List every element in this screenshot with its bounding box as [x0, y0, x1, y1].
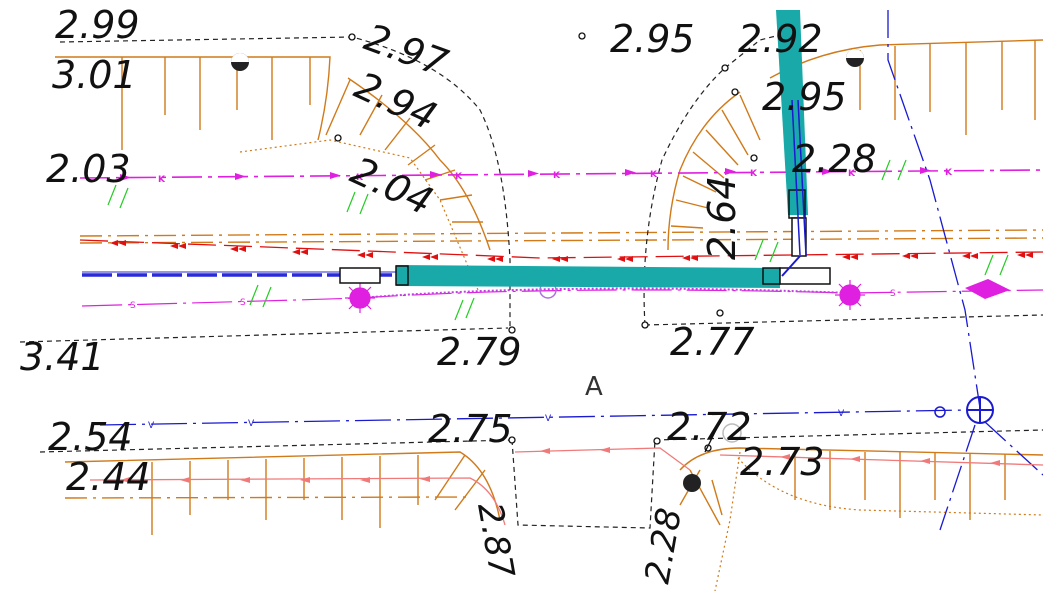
elevation-label: 2.77: [670, 320, 755, 364]
elevation-label: 2.95: [610, 17, 695, 61]
elevation-label: 2.28: [792, 137, 877, 181]
gas-marker: K: [553, 171, 561, 181]
elevation-label: 2.28: [637, 505, 690, 586]
gas-marker: K: [158, 175, 166, 185]
elevation-label: 2.04: [344, 148, 439, 224]
water-marker: V: [248, 419, 255, 429]
elevation-label: 2.03: [46, 147, 131, 191]
elevation-label: 2.95: [762, 75, 847, 119]
sewer-marker: S: [890, 289, 896, 299]
sewer-line: S S S: [81, 281, 1043, 311]
new-pipe: [339, 10, 831, 288]
manhole-right-icon: [835, 280, 865, 310]
manhole-left-icon: [345, 283, 375, 313]
elevation-label: 2.44: [66, 455, 151, 499]
elevation-label: 2.92: [738, 17, 823, 61]
gas-marker: K: [455, 172, 463, 182]
gas-marker: K: [945, 168, 953, 178]
elevation-label: 2.79: [437, 330, 522, 374]
elevation-label: 2.99: [55, 3, 140, 47]
elevation-labels: 2.99 3.01 2.97 2.95 2.92 2.94 2.95 2.03 …: [20, 3, 877, 587]
elevation-label: 3.01: [52, 53, 137, 97]
vegetation-marks: [107, 159, 1009, 321]
gas-marker: K: [750, 169, 758, 179]
sewer-marker: S: [130, 301, 136, 311]
dotted-property-lines: [239, 139, 1043, 591]
gas-marker: K: [848, 169, 856, 179]
elevation-label: 3.41: [20, 335, 105, 379]
leader-line: [704, 411, 726, 453]
gas-marker: K: [356, 173, 364, 183]
boundary-lines: [19, 29, 1043, 529]
water-line: V V V V: [99, 10, 1043, 531]
salmon-line: [89, 447, 1043, 526]
valve-diamond-icon: [965, 279, 1010, 299]
survey-points: [334, 32, 758, 452]
heating-line: [79, 239, 1043, 262]
gas-line: K K K K K K K K: [79, 167, 1043, 185]
elevation-label: 2.87: [469, 500, 522, 582]
elevation-label: 2.75: [428, 407, 513, 451]
zone-label: A: [585, 372, 603, 402]
sewer-marker: S: [240, 298, 246, 308]
elevation-label: 2.72: [667, 405, 752, 449]
gas-marker: K: [650, 170, 658, 180]
water-marker: V: [545, 414, 552, 424]
elevation-label: 2.54: [48, 415, 133, 459]
elevation-label: 2.64: [700, 175, 744, 260]
water-marker: V: [148, 421, 155, 431]
elevation-label: 2.73: [740, 440, 825, 484]
water-marker: V: [838, 409, 845, 419]
tree-icon: [231, 49, 864, 492]
